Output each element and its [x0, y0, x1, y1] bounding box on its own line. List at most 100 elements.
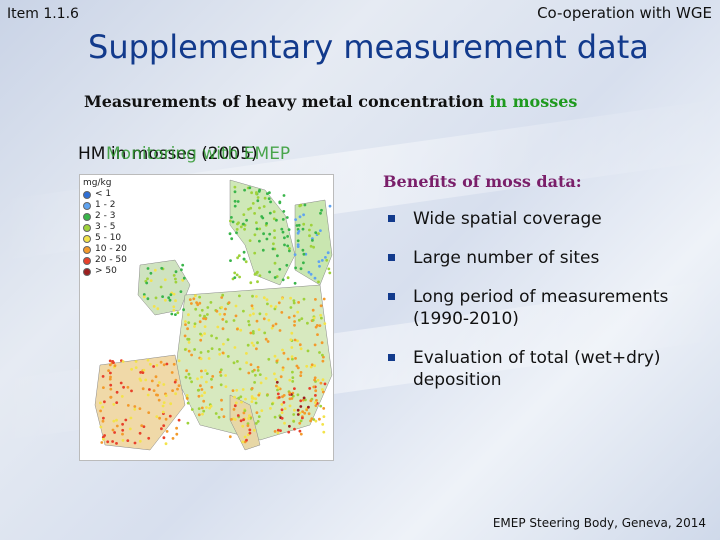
measurement-point	[121, 432, 124, 436]
measurement-point	[242, 418, 246, 422]
measurement-point	[190, 353, 193, 357]
measurement-point	[292, 413, 296, 416]
measurement-point	[299, 405, 303, 408]
measurement-point	[186, 327, 189, 331]
measurement-point	[286, 235, 289, 238]
measurement-point	[292, 314, 296, 318]
legend-swatch-icon	[83, 245, 91, 254]
measurement-point	[99, 401, 102, 405]
measurement-point	[121, 428, 125, 432]
measurement-point	[188, 376, 192, 380]
footer-credit: EMEP Steering Body, Geneva, 2014	[492, 516, 706, 530]
measurement-point	[291, 357, 294, 361]
measurement-point	[233, 190, 237, 194]
italy-shape	[229, 394, 261, 451]
measurement-point	[262, 232, 265, 236]
measurement-point	[289, 306, 293, 309]
measurement-point	[281, 395, 284, 399]
map-caption-overlay: Monitoring with EMEP	[106, 144, 291, 164]
measurement-point	[172, 305, 176, 309]
measurement-point	[155, 393, 158, 397]
measurement-point	[246, 424, 250, 427]
measurement-point	[313, 378, 316, 382]
measurement-point	[130, 367, 133, 371]
measurement-point	[146, 277, 149, 281]
measurement-points	[99, 185, 332, 446]
measurement-point	[257, 393, 261, 397]
measurement-point	[119, 381, 123, 385]
measurement-point	[286, 357, 290, 361]
measurement-point	[288, 247, 291, 250]
measurement-point	[280, 411, 284, 414]
measurement-point	[214, 412, 218, 415]
bullet-marker-icon	[388, 354, 395, 361]
measurement-point	[315, 324, 319, 327]
measurement-point	[273, 354, 277, 358]
measurement-point	[291, 394, 295, 398]
measurement-point	[112, 403, 116, 406]
measurement-point	[266, 302, 269, 306]
measurement-point	[253, 381, 256, 384]
measurement-point	[265, 298, 269, 302]
measurement-point	[139, 371, 142, 374]
measurement-point	[262, 205, 266, 208]
measurement-point	[177, 418, 181, 422]
measurement-point	[147, 436, 151, 440]
measurement-point	[99, 409, 102, 413]
measurement-point	[204, 317, 208, 321]
measurement-point	[223, 312, 227, 316]
measurement-point	[190, 380, 193, 384]
measurement-point	[184, 323, 187, 326]
measurement-point	[308, 387, 312, 390]
measurement-point	[134, 360, 138, 363]
measurement-point	[199, 351, 203, 354]
measurement-point	[243, 435, 247, 439]
measurement-point	[305, 408, 309, 412]
measurement-point	[163, 278, 167, 282]
measurement-point	[161, 410, 165, 414]
measurement-point	[286, 244, 290, 248]
measurement-point	[250, 191, 254, 195]
measurement-point	[252, 428, 256, 432]
measurement-point	[287, 316, 291, 319]
measurement-point	[176, 387, 179, 391]
measurement-point	[190, 302, 193, 305]
benefit-text: Wide spatial coverage	[413, 209, 602, 229]
measurement-point	[190, 408, 194, 411]
measurement-point	[306, 321, 309, 325]
measurement-point	[138, 407, 142, 410]
measurement-point	[271, 402, 274, 406]
measurement-point	[204, 369, 207, 372]
measurement-point	[196, 303, 200, 307]
measurement-point	[299, 347, 303, 351]
measurement-point	[280, 403, 284, 406]
measurement-point	[235, 388, 239, 392]
measurement-point	[264, 377, 268, 380]
measurement-point	[255, 411, 259, 414]
measurement-point	[230, 418, 233, 421]
measurement-point	[257, 415, 261, 418]
slide-subtitle: Measurements of heavy metal concentratio…	[84, 92, 577, 111]
measurement-point	[218, 352, 222, 356]
measurement-point	[322, 430, 326, 434]
measurement-point	[248, 431, 252, 435]
measurement-point	[227, 301, 231, 304]
measurement-point	[202, 317, 205, 320]
measurement-point	[297, 301, 300, 304]
measurement-point	[237, 254, 241, 258]
measurement-point	[113, 364, 117, 367]
legend-swatch-icon	[83, 212, 91, 221]
measurement-point	[298, 421, 302, 425]
measurement-point	[152, 305, 156, 308]
measurement-point	[309, 365, 313, 369]
measurement-point	[276, 388, 279, 392]
measurement-point	[317, 280, 320, 284]
measurement-point	[258, 373, 262, 376]
subtitle-prefix: Measurements of heavy metal concentratio…	[84, 92, 484, 111]
measurement-point	[159, 285, 163, 289]
measurement-point	[115, 424, 119, 428]
measurement-point	[279, 429, 282, 432]
measurement-point	[299, 419, 303, 423]
measurement-point	[257, 190, 261, 193]
